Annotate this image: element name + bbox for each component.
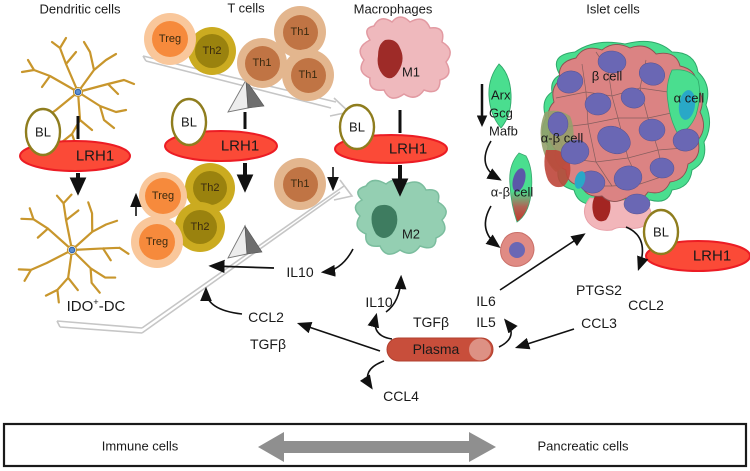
m2-nucleus-icon bbox=[371, 204, 398, 238]
th1-cell: Th1 bbox=[274, 6, 326, 58]
il10-to-tcells-arrow bbox=[208, 259, 275, 274]
islet-darkred-blob bbox=[592, 194, 611, 222]
lrh1-bl-islet bbox=[642, 208, 750, 272]
m2-to-il10-arrow bbox=[320, 248, 354, 277]
ccl2-up-arrow bbox=[200, 286, 243, 315]
bl-ellipse-icon bbox=[170, 97, 208, 147]
arx-label: Arx bbox=[491, 87, 511, 103]
bl-ellipse-icon bbox=[338, 103, 376, 151]
il10-to-m2-arrow bbox=[385, 274, 407, 313]
dendritic-cell-bottom-icon bbox=[4, 184, 140, 316]
alpha-cell-label: α cell bbox=[673, 90, 705, 106]
m1-label: M1 bbox=[401, 64, 421, 80]
bl-ellipse-icon bbox=[642, 208, 680, 256]
th2-cell: Th2 bbox=[188, 27, 236, 75]
double-arrow-icon bbox=[258, 432, 496, 462]
alpha-cell-nucleus bbox=[678, 90, 696, 120]
bl-ellipse-icon bbox=[24, 107, 62, 157]
bl-label: BL bbox=[349, 119, 365, 135]
title-dendritic: Dendritic cells bbox=[39, 1, 121, 17]
il6-to-islet-arrow bbox=[499, 233, 586, 291]
balance-end-arrow-icon bbox=[333, 179, 354, 201]
alpha-beta-cell-label: α-β cell bbox=[490, 184, 534, 200]
ccl4-label: CCL4 bbox=[383, 388, 419, 404]
pancreatic-cells-label: Pancreatic cells bbox=[537, 438, 629, 454]
th2-cell: Th2 bbox=[175, 202, 225, 252]
tcell-balance-bottom bbox=[56, 179, 354, 334]
progenitor-step1-arrow bbox=[484, 140, 502, 181]
gcg-label: Gcg bbox=[489, 105, 513, 121]
lrh1-bl-tcell bbox=[164, 97, 278, 162]
ccl3-to-plasma-arrow bbox=[514, 328, 575, 350]
lrh1-label: LRH1 bbox=[220, 137, 260, 155]
il5-label: IL5 bbox=[476, 314, 496, 330]
plasma-to-il10-arrow bbox=[367, 312, 393, 340]
bl-label: BL bbox=[35, 124, 51, 140]
bl-label: BL bbox=[181, 114, 197, 130]
th1-cell: Th1 bbox=[274, 158, 326, 210]
il10-label: IL10 bbox=[286, 264, 314, 280]
th1-cell: Th1 bbox=[237, 38, 287, 88]
footer-bar bbox=[2, 422, 748, 468]
alpha-beta-small-cell-icon bbox=[509, 152, 533, 223]
ptgs2-label: PTGS2 bbox=[576, 282, 622, 298]
green-progenitor-cell-icon bbox=[488, 63, 512, 129]
plasma-to-ccl2-arrow bbox=[296, 321, 381, 352]
plasma-to-il5-arrow bbox=[498, 318, 518, 348]
ccl2-label: CCL2 bbox=[628, 297, 664, 313]
fulcrum-top-icon bbox=[227, 78, 265, 113]
il6-label: IL6 bbox=[476, 293, 496, 309]
islet-nuclei bbox=[547, 50, 700, 215]
beta-small-cell-icon bbox=[500, 232, 535, 267]
plasma-pill bbox=[386, 337, 494, 362]
bl-label: BL bbox=[653, 224, 669, 240]
beta-cell-label: β cell bbox=[591, 68, 623, 84]
m1-macrophage-shape bbox=[359, 16, 451, 99]
treg-cell: Treg bbox=[131, 216, 183, 268]
islet-to-lrh1-arrow bbox=[625, 226, 649, 272]
mafb-label: Mafb bbox=[489, 123, 518, 139]
treg-cell: Treg bbox=[144, 13, 196, 65]
tgfb-label: TGFβ bbox=[249, 336, 287, 352]
progenitor-step2-arrow bbox=[484, 205, 501, 248]
immune-cells-label: Immune cells bbox=[101, 438, 179, 454]
tgfb-label: TGFβ bbox=[412, 314, 450, 330]
lrh1-bl-macrophage bbox=[334, 103, 448, 164]
m2-macrophage-shape bbox=[354, 179, 447, 255]
plasma-label: Plasma bbox=[412, 341, 460, 357]
islet-cluster-shape bbox=[540, 40, 710, 231]
cytokine-arrows bbox=[130, 140, 649, 390]
il10-label: IL10 bbox=[365, 294, 393, 310]
main-arrows bbox=[69, 84, 488, 197]
lrh1-label: LRH1 bbox=[692, 247, 732, 265]
lrh1-label: LRH1 bbox=[388, 140, 428, 158]
plasma-to-ccl4-arrow bbox=[359, 360, 385, 390]
fulcrum-bottom-icon bbox=[227, 224, 263, 259]
m2-label: M2 bbox=[401, 226, 421, 242]
title-islet: Islet cells bbox=[586, 1, 640, 17]
ccl3-label: CCL3 bbox=[581, 315, 617, 331]
alpha-beta-cell-label: α-β cell bbox=[540, 130, 584, 146]
title-macrophages: Macrophages bbox=[353, 1, 433, 17]
treg-cell: Treg bbox=[139, 172, 187, 220]
lrh1-bl-dendritic bbox=[19, 107, 131, 172]
lrh1-label: LRH1 bbox=[75, 147, 115, 165]
ccl2-label: CCL2 bbox=[248, 309, 284, 325]
ido-dc-label: IDO+-DC bbox=[66, 297, 126, 315]
title-tcells: T cells bbox=[227, 0, 265, 16]
th1-cell: Th1 bbox=[282, 49, 334, 101]
m1-nucleus-icon bbox=[377, 39, 403, 79]
